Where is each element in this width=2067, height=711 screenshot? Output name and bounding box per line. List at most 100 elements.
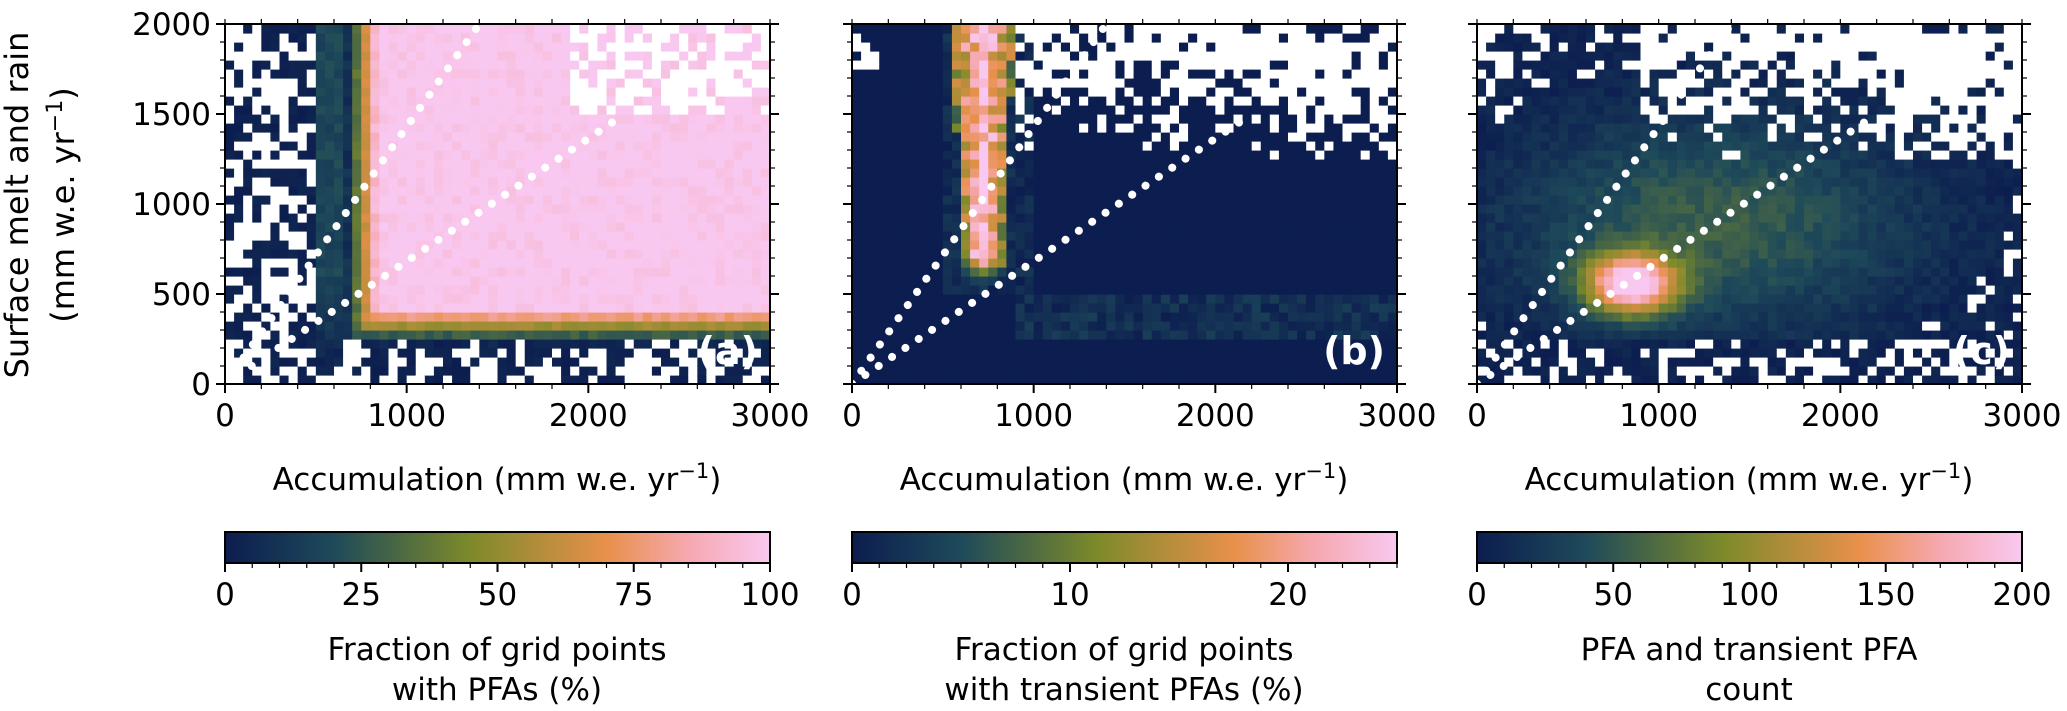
heatmap-cell (870, 231, 880, 241)
heatmap-cell (415, 69, 426, 79)
heatmap-cell (370, 141, 381, 151)
heatmap-cell (1387, 357, 1397, 367)
heatmap-cell (733, 348, 744, 358)
heatmap-cell (1333, 348, 1344, 358)
heatmap-cell (506, 258, 517, 268)
heatmap-cell (1369, 186, 1380, 196)
heatmap-cell (1369, 357, 1380, 367)
heatmap-cell (1378, 303, 1389, 313)
heatmap-cell (1097, 348, 1107, 358)
heatmap-cell (452, 285, 462, 295)
heatmap-cell (642, 114, 653, 124)
heatmap-cell (261, 96, 272, 106)
heatmap-cell (1351, 177, 1362, 187)
heatmap-cell (951, 141, 962, 151)
heatmap-cell (1333, 87, 1344, 97)
heatmap-cell (1197, 60, 1207, 70)
heatmap-cell (497, 285, 508, 295)
heatmap-cell (1315, 42, 1325, 52)
heatmap-cell (933, 60, 944, 70)
heatmap-cell (1179, 132, 1189, 142)
heatmap-cell (352, 357, 362, 367)
heatmap-cell (624, 177, 635, 187)
heatmap-cell (1387, 231, 1397, 241)
heatmap-cell (1288, 312, 1298, 322)
heatmap-cell (561, 276, 571, 286)
heatmap-cell (1242, 87, 1253, 97)
heatmap-cell (225, 69, 235, 79)
heatmap-cell (343, 249, 353, 259)
heatmap-cell (988, 195, 998, 205)
heatmap-cell (1042, 69, 1053, 79)
heatmap-cell (979, 69, 989, 79)
heatmap-cell (1079, 150, 1089, 160)
heatmap-cell (1060, 276, 1071, 286)
heatmap-cell (1288, 105, 1298, 115)
heatmap-cell (1342, 33, 1353, 43)
heatmap-cell (1224, 150, 1235, 160)
heatmap-cell (452, 87, 462, 97)
heatmap-cell (297, 249, 308, 259)
heatmap-cell (1242, 150, 1253, 160)
heatmap-cell (270, 213, 281, 223)
heatmap-cell (642, 42, 653, 52)
heatmap-cell (861, 141, 871, 151)
heatmap-cell (715, 87, 726, 97)
heatmap-cell (970, 222, 980, 232)
heatmap-cell (397, 150, 408, 160)
heatmap-cell (1251, 240, 1262, 250)
heatmap-cell (879, 24, 889, 34)
heatmap-cell (1288, 276, 1298, 286)
heatmap-cell (1006, 222, 1017, 232)
heatmap-cell (1097, 285, 1107, 295)
heatmap-cell (997, 51, 1008, 61)
heatmap-cell (688, 150, 698, 160)
heatmap-cell (642, 24, 653, 34)
heatmap-cell (1215, 168, 1226, 178)
heatmap-cell (443, 348, 453, 358)
heatmap-cell (951, 186, 962, 196)
heatmap-cell (633, 69, 644, 79)
heatmap-cell (933, 339, 944, 349)
heatmap-cell (1251, 312, 1262, 322)
heatmap-cell (388, 114, 399, 124)
heatmap-cell (252, 312, 262, 322)
heatmap-cell (261, 114, 272, 124)
heatmap-cell (479, 213, 490, 223)
heatmap-cell (406, 294, 417, 304)
heatmap-cell (1260, 375, 1271, 384)
heatmap-cell (1115, 42, 1126, 52)
heatmap-cell (1079, 213, 1089, 223)
heatmap-cell (234, 240, 244, 250)
heatmap-cell (1160, 177, 1171, 187)
heatmap-cell (579, 69, 589, 79)
heatmap-cell (461, 168, 471, 178)
heatmap-cell (1315, 285, 1325, 295)
heatmap-cell (1378, 222, 1389, 232)
heatmap-cell (1070, 276, 1080, 286)
heatmap-cell (306, 159, 317, 169)
heatmap-cell (1079, 303, 1089, 313)
heatmap-cell (261, 132, 272, 142)
heatmap-cell (370, 330, 381, 340)
heatmap-cell (997, 312, 1008, 322)
heatmap-cell (1151, 267, 1162, 277)
heatmap-cell (924, 42, 935, 52)
heatmap-cell (1315, 240, 1325, 250)
heatmap-cell (951, 51, 962, 61)
heatmap-cell (461, 330, 471, 340)
heatmap-cell (961, 87, 971, 97)
heatmap-cell (606, 375, 617, 384)
heatmap-cell (1333, 78, 1344, 88)
heatmap-cell (452, 357, 462, 367)
heatmap-cell (352, 267, 362, 277)
heatmap-cell (306, 222, 317, 232)
heatmap-cell (561, 366, 571, 376)
heatmap-cell (552, 42, 562, 52)
heatmap-cell (1278, 69, 1289, 79)
heatmap-cell (1197, 78, 1207, 88)
heatmap-cell (1324, 267, 1335, 277)
heatmap-cell (561, 105, 571, 115)
heatmap-cell (733, 231, 744, 241)
heatmap-cell (270, 375, 281, 384)
